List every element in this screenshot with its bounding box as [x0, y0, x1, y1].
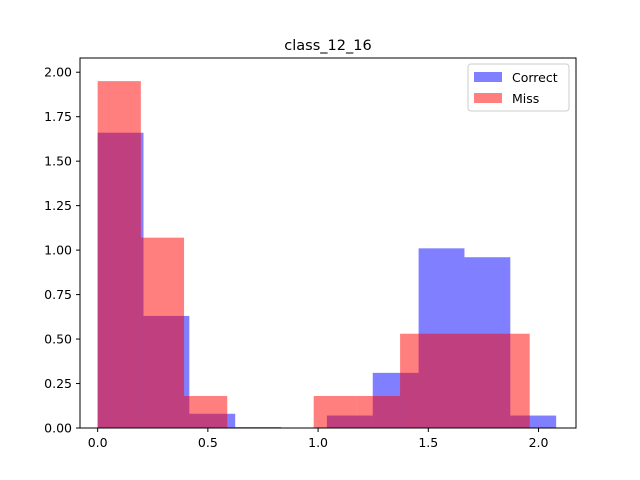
bar-miss-2 [184, 395, 228, 428]
y-axis-ticks: 0.00 0.25 0.50 0.75 1.00 1.25 1.50 1.75 2.00 [44, 65, 80, 436]
bar-miss-5 [313, 395, 357, 428]
bar-miss-8 [443, 333, 487, 428]
x-tick-label: 0.0 [88, 435, 108, 450]
legend-swatch-miss [474, 93, 502, 103]
y-tick-label: 2.00 [44, 65, 72, 80]
x-axis-ticks: 0.0 0.5 1.0 1.5 2.0 [88, 428, 549, 450]
y-tick-label: 0.50 [44, 332, 72, 347]
bar-miss-9 [486, 333, 530, 428]
y-tick-label: 0.00 [44, 421, 72, 436]
legend-label-correct: Correct [512, 70, 558, 85]
y-tick-label: 0.75 [44, 287, 72, 302]
bar-miss-1 [140, 237, 185, 428]
plot-frame [79, 57, 577, 429]
y-tick-label: 1.50 [44, 154, 72, 169]
bar-miss-0 [97, 81, 141, 428]
legend-swatch-correct [474, 72, 502, 82]
x-tick-label: 1.0 [308, 435, 328, 450]
chart-title: class_12_16 [284, 38, 371, 54]
bar-miss-6 [356, 395, 401, 428]
legend: Correct Miss [467, 63, 570, 112]
x-tick-label: 1.5 [418, 435, 438, 450]
y-tick-label: 1.75 [44, 109, 72, 124]
bars-layer [97, 81, 557, 428]
bar-miss-7 [400, 333, 444, 428]
x-tick-label: 0.5 [198, 435, 218, 450]
y-tick-label: 0.25 [44, 376, 72, 391]
x-tick-label: 2.0 [529, 435, 549, 450]
y-tick-label: 1.00 [44, 243, 72, 258]
y-tick-label: 1.25 [44, 198, 72, 213]
legend-label-miss: Miss [512, 91, 539, 106]
